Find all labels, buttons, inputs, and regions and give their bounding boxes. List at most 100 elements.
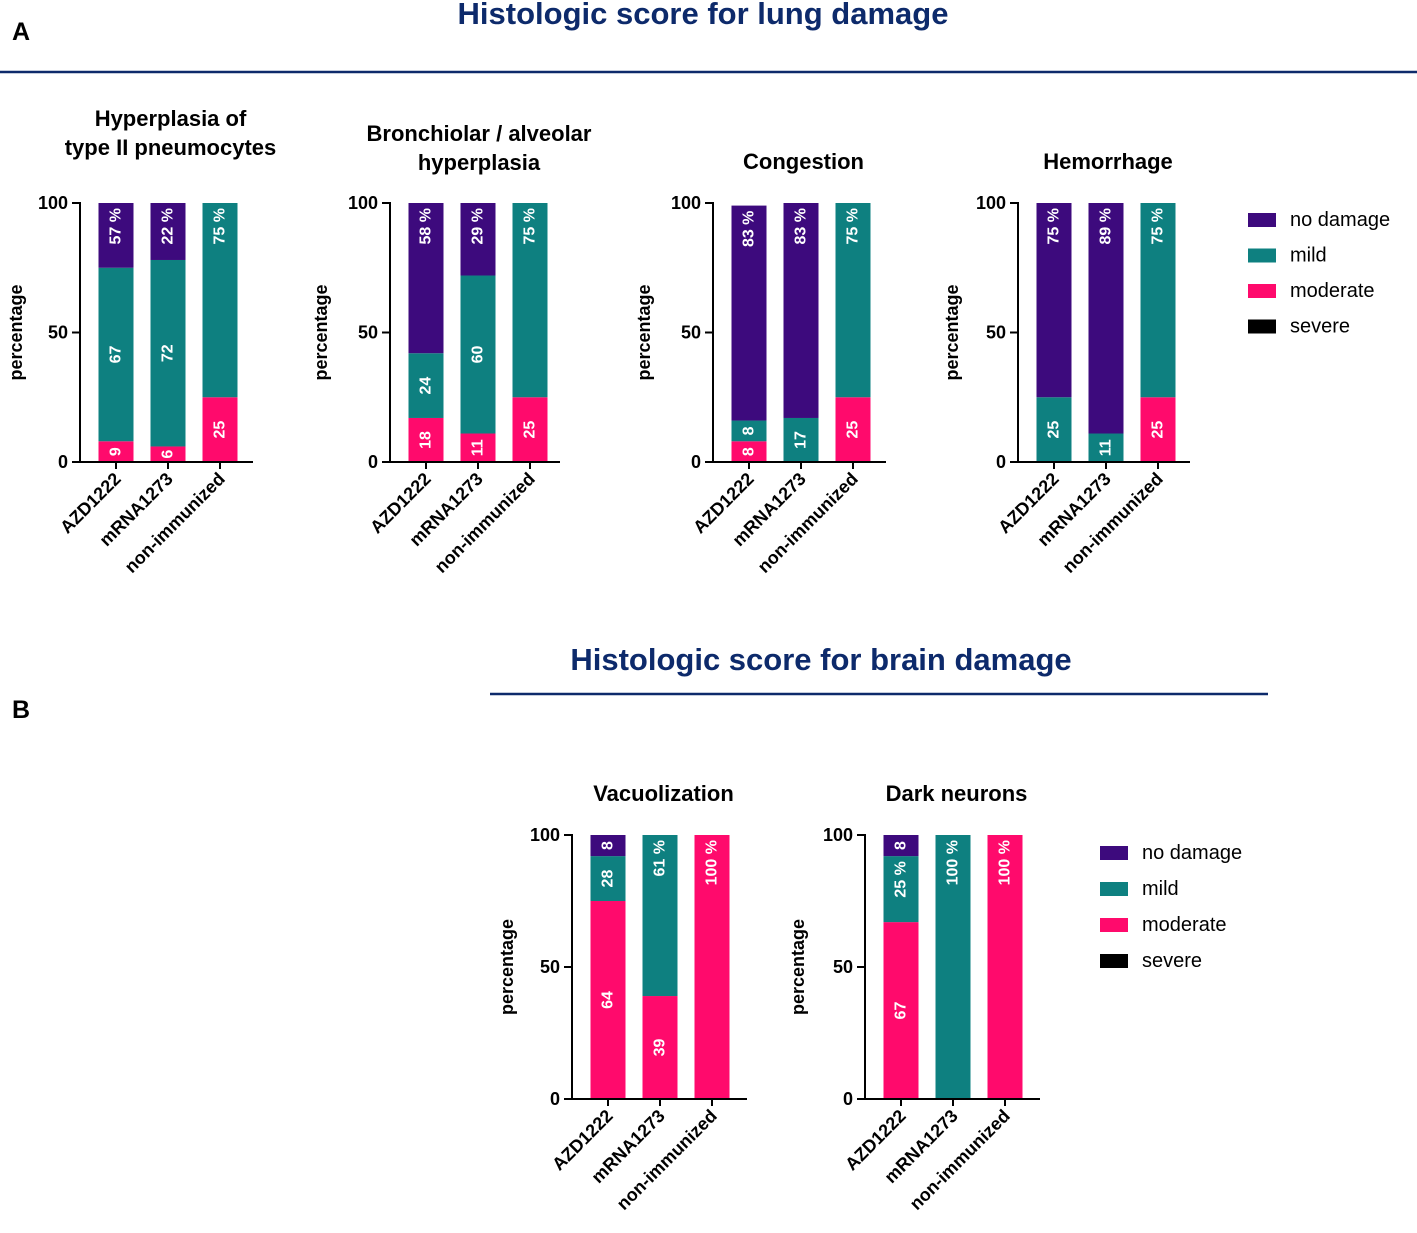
bar-mild [150,259,186,447]
chart-title: hyperplasia [418,150,541,175]
bar-no-damage [1088,203,1124,434]
bar-no-damage [460,203,496,276]
bar-value-label: 8 [741,447,758,456]
bar-value-label: 18 [418,431,435,449]
bar-value-label: 100 % [945,840,962,885]
y-axis-label: percentage [6,284,26,380]
bar-value-label: 57 % [108,208,125,244]
bar-value-label: 60 [470,346,487,364]
bar-value-label: 72 [160,344,177,362]
panel-label-a: A [12,18,30,46]
bar-mild [935,835,971,1099]
chart-title: type II pneumocytes [65,135,277,160]
bar-mild [731,420,767,442]
y-tick-label: 100 [671,193,701,213]
legend-swatch-moderate [1100,918,1128,932]
chart-title: Dark neurons [886,781,1028,806]
bar-moderate [642,996,678,1099]
bar-no-damage [590,835,626,857]
bar-value-label: 39 [652,1039,669,1057]
bar-value-label: 67 [893,1002,910,1020]
bar-value-label: 25 [1150,421,1167,439]
bar-moderate [150,446,186,462]
bar-value-label: 83 % [793,208,810,244]
bar-value-label: 17 [793,431,810,449]
bar-moderate [694,835,730,1099]
legend-swatch-severe [1248,319,1276,334]
y-axis-label: percentage [942,284,962,380]
bar-value-label: 9 [108,447,125,456]
bar-value-label: 61 % [652,840,669,876]
y-tick-label: 100 [38,193,68,213]
bar-value-label: 25 [522,421,539,439]
bar-value-label: 25 % [893,861,910,897]
chart-title: Hyperplasia of [95,106,247,131]
chart-hyperplasia: Hyperplasia of type II pneumocytes percent… [6,106,276,577]
y-tick-label: 50 [540,957,560,977]
bar-value-label: 11 [470,439,487,456]
bar-moderate [512,397,548,462]
bar-no-damage [883,835,919,857]
y-tick-label: 0 [550,1089,560,1109]
legend-swatch-mild [1100,882,1128,896]
bar-value-label: 100 % [704,840,721,885]
bar-value-label: 75 % [845,208,862,244]
y-tick-label: 0 [691,452,701,472]
bar-value-label: 24 [418,377,435,395]
bar-moderate [202,397,238,462]
bar-value-label: 67 [108,346,125,364]
legend-label-severe: severe [1290,316,1350,338]
y-axis-label: percentage [497,919,517,1015]
bar-mild [1036,397,1072,462]
bar-no-damage [150,203,186,260]
legend-label-moderate: moderate [1290,280,1375,302]
chart-title: Bronchiolar / alveolar [367,121,592,146]
y-tick-label: 50 [48,323,68,343]
bar-value-label: 29 % [470,208,487,244]
bar-mild [590,856,626,901]
legend-label-mild: mild [1290,245,1327,267]
bar-value-label: 28 [600,870,617,888]
bar-moderate [98,441,134,462]
legend-swatch-severe [1100,954,1128,968]
bar-moderate [408,417,444,462]
bar-value-label: 22 % [160,208,177,244]
legend-label-no-damage: no damage [1142,842,1242,864]
y-tick-label: 100 [348,193,378,213]
bar-no-damage [1036,203,1072,398]
legend-brain: no damage mild moderate severe [1100,842,1242,972]
bar-value-label: 25 [845,421,862,439]
y-tick-label: 0 [58,452,68,472]
bar-moderate [1140,397,1176,462]
legend-swatch-moderate [1248,284,1276,298]
bar-mild [98,267,134,442]
legend-swatch-no-damage [1100,846,1128,860]
section-b-title: Histologic score for brain damage [570,642,1071,677]
bar-mild [835,203,871,398]
y-tick-label: 50 [681,323,701,343]
bar-mild [642,835,678,997]
legend-label-moderate: moderate [1142,914,1227,936]
bar-moderate [460,433,496,462]
bar-value-label: 8 [600,841,617,850]
y-tick-label: 50 [358,323,378,343]
bar-mild [883,856,919,923]
y-tick-label: 0 [843,1089,853,1109]
bar-value-label: 8 [893,841,910,850]
bar-value-label: 6 [160,450,177,459]
y-tick-label: 100 [530,825,560,845]
bar-value-label: 75 % [1046,208,1063,244]
bar-moderate [590,901,626,1099]
chart-title: Hemorrhage [1043,149,1173,174]
bar-moderate [731,441,767,462]
bar-value-label: 89 % [1098,208,1115,244]
legend-label-severe: severe [1142,950,1202,972]
y-axis-label: percentage [788,919,808,1015]
y-tick-label: 0 [996,452,1006,472]
bar-value-label: 8 [741,426,758,435]
bar-moderate [835,397,871,462]
bar-no-damage [98,203,134,268]
